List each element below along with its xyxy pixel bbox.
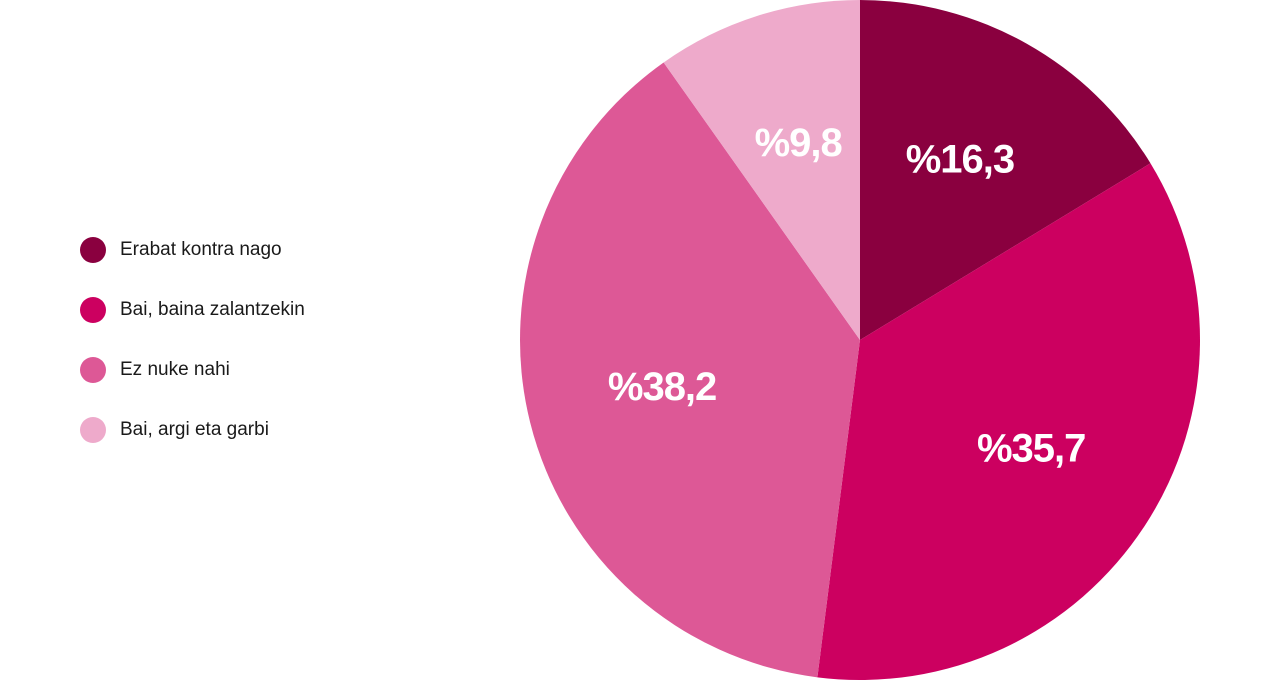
legend-swatch <box>80 417 106 443</box>
legend-label: Erabat kontra nago <box>120 239 282 260</box>
pie-slice <box>817 163 1200 680</box>
pie-slice <box>663 0 860 340</box>
value-label: %9,8 <box>755 121 843 165</box>
pie-slice <box>860 0 1151 340</box>
legend-swatch <box>80 237 106 263</box>
legend-label: Bai, baina zalantzekin <box>120 299 305 320</box>
legend-swatch <box>80 357 106 383</box>
value-label: %35,7 <box>977 426 1085 470</box>
legend-label: Bai, argi eta garbi <box>120 419 269 440</box>
legend-label: Ez nuke nahi <box>120 359 230 380</box>
value-label: %16,3 <box>906 138 1014 182</box>
pie-slice <box>520 62 860 678</box>
value-label: %38,2 <box>608 365 716 409</box>
legend-swatch <box>80 297 106 323</box>
